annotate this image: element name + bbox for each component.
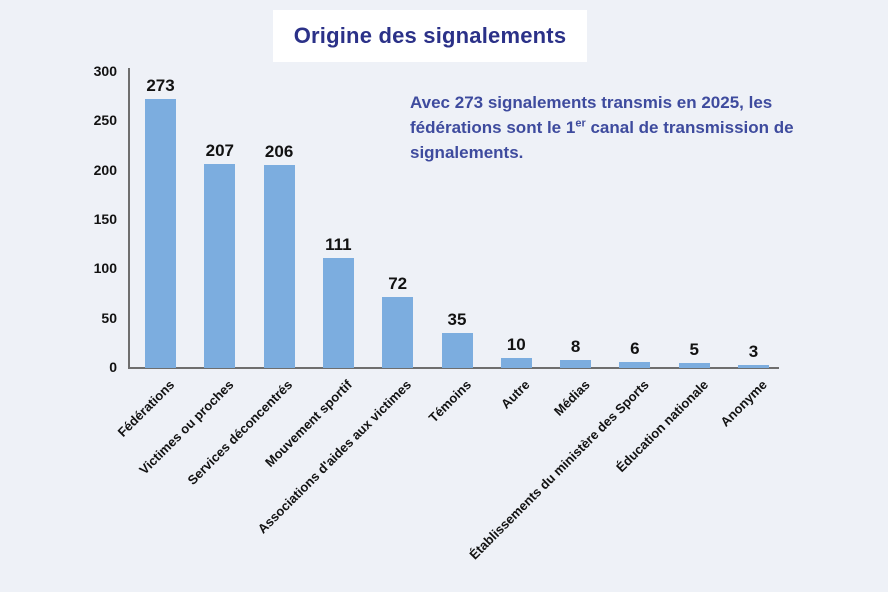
bar-value-label: 8 [570,337,581,356]
superscript-er: er [575,117,586,130]
bar-value-label: 3 [748,342,759,361]
bar-value-label: 6 [630,339,640,358]
bar-value-label: 273 [146,76,175,95]
bar-value-label: 111 [325,235,352,254]
x-category-label: Autre [498,377,533,412]
y-tick-label: 100 [93,260,117,277]
bar [560,360,592,368]
bar [678,363,710,368]
bar-value-label: 35 [447,310,467,329]
y-tick-label: 250 [93,112,117,129]
annotation-line: fédérations sont le 1er canal de transmi… [410,117,794,137]
annotation-line: signalements. [410,143,524,162]
bar [441,333,473,368]
bar [204,164,236,368]
x-category-label: Services déconcentrés [184,377,296,488]
bar [263,165,295,368]
x-category-label: Fédérations [114,377,178,440]
bar [382,297,414,368]
y-tick-label: 300 [93,63,117,79]
y-tick-label: 0 [109,359,117,375]
bar-value-label: 72 [388,274,408,293]
bar-value-label: 207 [205,141,234,160]
chart-title: Origine des signalements [293,23,567,48]
y-tick-label: 200 [93,161,117,178]
bar-value-label: 10 [506,335,526,354]
x-category-label: Anonyme [717,377,771,430]
bar [619,362,651,368]
annotation-line: Avec 273 signalements transmis en 2025, … [410,93,773,112]
y-tick-label: 50 [101,309,117,326]
bar [500,358,532,368]
bar-value-label: 5 [689,340,699,359]
y-tick-label: 150 [93,211,117,227]
x-axis-line [128,367,779,369]
bar-value-label: 206 [264,142,294,161]
bar [322,258,354,368]
x-category-label: Témoins [425,377,474,426]
chart-annotation: Avec 273 signalements transmis en 2025, … [410,90,875,165]
x-category-label: Médias [550,377,593,419]
y-axis-line [128,68,130,368]
chart-title-box: Origine des signalements [273,10,587,62]
bar [738,365,769,368]
bar [145,99,176,368]
